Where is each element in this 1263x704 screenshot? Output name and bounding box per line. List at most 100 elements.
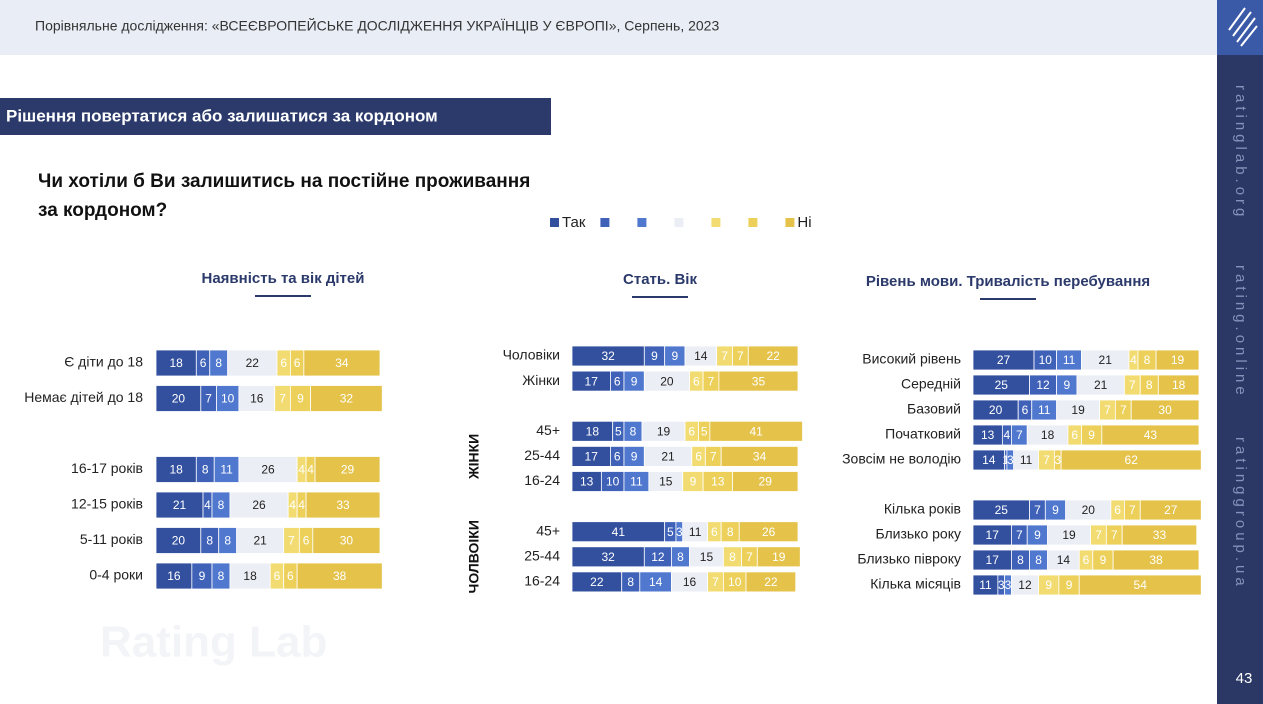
segment-label: 7: [721, 349, 728, 363]
segment-label: 5: [701, 424, 708, 438]
segment-label: 22: [764, 575, 778, 589]
panel-title: Стать. Вік: [623, 271, 697, 288]
segment-label: 29: [341, 463, 355, 477]
segment-label: 12: [1036, 378, 1050, 392]
segment-label: 18: [1172, 378, 1186, 392]
segment-label: 33: [336, 498, 350, 512]
segment-label: 18: [169, 463, 183, 477]
segment-label: 8: [1146, 378, 1153, 392]
segment-label: 8: [1017, 553, 1024, 567]
title-underline: [255, 295, 311, 297]
segment-label: 29: [759, 475, 773, 489]
segment-label: 15: [700, 550, 714, 564]
segment-label: 13: [981, 428, 995, 442]
segment-label: 18: [169, 356, 183, 370]
section-title: Рішення повертатися або залишатися за ко…: [6, 106, 438, 125]
bar-segment: [155, 349, 197, 377]
bar-segment: [1121, 524, 1198, 546]
segment-label: 10: [728, 575, 742, 589]
bar-segment: [1139, 499, 1202, 521]
segment-label: 7: [737, 349, 744, 363]
segment-label: 7: [205, 392, 212, 406]
category-label: Кілька років: [884, 501, 961, 517]
segment-label: 10: [606, 475, 620, 489]
category-label: 25-44: [524, 548, 560, 564]
segment-label: 7: [710, 450, 717, 464]
bar-segment: [229, 491, 289, 519]
category-label: Середній: [901, 376, 961, 392]
segment-label: 54: [1134, 578, 1148, 592]
segment-label: 7: [708, 374, 715, 388]
segment-label: 4: [307, 463, 314, 477]
segment-label: 20: [172, 534, 186, 548]
header-bar: [0, 0, 1217, 55]
group-label: ЧОЛВОІКИ: [466, 520, 482, 593]
category-label: 16-24: [524, 573, 560, 589]
segment-label: 6: [693, 374, 700, 388]
bar-segment: [155, 456, 197, 483]
segment-label: 21: [173, 498, 187, 512]
category-label: Зовсім не володію: [842, 451, 961, 467]
segment-label: 6: [1114, 503, 1121, 517]
bar-segment: [709, 420, 803, 442]
segment-label: 22: [246, 356, 260, 370]
segment-label: 9: [671, 349, 678, 363]
segment-label: 19: [772, 550, 786, 564]
bar-segment: [747, 345, 799, 367]
segment-label: 8: [218, 569, 225, 583]
segment-label: 21: [1099, 353, 1113, 367]
segment-label: 7: [712, 575, 719, 589]
category-label: 45+: [536, 522, 560, 538]
title-underline: [632, 296, 688, 298]
segment-label: 15: [659, 475, 673, 489]
segment-label: 4: [289, 498, 296, 512]
category-label: 16-24: [524, 472, 560, 488]
segment-label: 9: [1066, 578, 1073, 592]
segment-label: 19: [1171, 353, 1185, 367]
segment-label: 11: [630, 475, 643, 489]
legend-swatch: [674, 218, 684, 227]
legend-label: Ні: [797, 214, 811, 231]
group-label: ЖІНКИ: [466, 434, 482, 480]
segment-label: 26: [261, 463, 275, 477]
segment-label: 8: [677, 550, 684, 564]
segment-label: 8: [727, 525, 734, 539]
segment-label: 38: [333, 569, 347, 583]
segment-label: 6: [711, 525, 718, 539]
bar-segment: [1060, 449, 1202, 471]
segment-label: 27: [997, 353, 1011, 367]
bar-segment: [155, 385, 202, 412]
segment-label: 8: [224, 534, 231, 548]
segment-label: 32: [601, 550, 615, 564]
segment-label: 7: [1016, 428, 1023, 442]
bar-segment: [745, 571, 797, 593]
bar-segment: [155, 562, 193, 590]
segment-label: 20: [660, 374, 674, 388]
segment-label: 5: [615, 424, 622, 438]
segment-label: 8: [218, 498, 225, 512]
bar-segment: [155, 527, 202, 554]
segment-label: 11: [689, 525, 702, 539]
legend-swatch: [711, 218, 721, 227]
category-label: 45+: [536, 422, 560, 438]
segment-label: 11: [979, 578, 992, 592]
segment-label: 18: [243, 569, 257, 583]
segment-label: 7: [288, 534, 295, 548]
category-label: Високий рівень: [862, 351, 961, 367]
watermark: Rating Lab: [100, 618, 327, 667]
bar-segment: [1078, 574, 1202, 596]
question-line: за кордоном?: [38, 200, 167, 221]
segment-label: 7: [1043, 453, 1050, 467]
segment-label: 62: [1125, 453, 1139, 467]
segment-label: 9: [631, 450, 638, 464]
segment-label: 7: [746, 550, 753, 564]
segment-label: 14: [649, 575, 663, 589]
segment-label: 27: [1164, 503, 1178, 517]
segment-label: 17: [986, 528, 1000, 542]
segment-label: 9: [690, 475, 697, 489]
segment-label: 41: [750, 424, 764, 438]
segment-label: 19: [1071, 403, 1085, 417]
segment-label: 9: [631, 374, 638, 388]
section-bar: [0, 98, 551, 135]
